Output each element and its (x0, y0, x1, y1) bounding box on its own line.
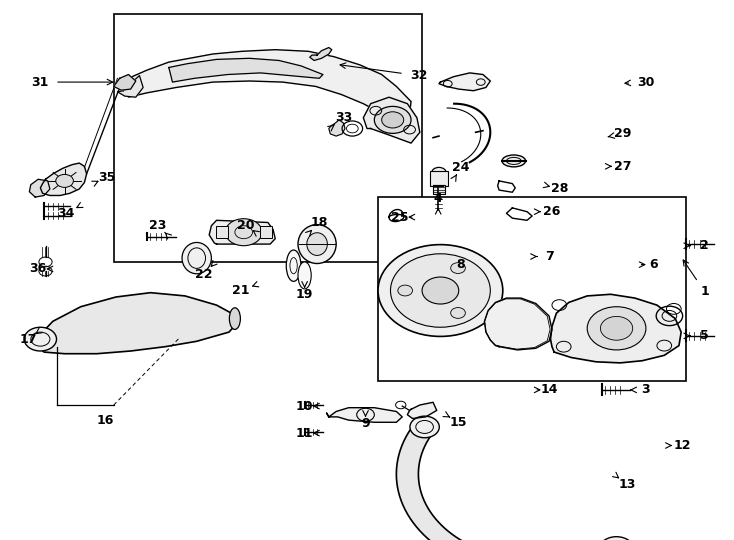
Polygon shape (128, 50, 411, 134)
Text: 27: 27 (614, 160, 631, 173)
Text: 34: 34 (57, 207, 75, 220)
Circle shape (56, 174, 73, 187)
Bar (216, 226, 228, 238)
Text: 14: 14 (540, 383, 558, 396)
Circle shape (451, 308, 465, 319)
Text: 15: 15 (450, 416, 468, 429)
Bar (378, 197, 686, 381)
Text: 12: 12 (674, 439, 691, 452)
Text: 5: 5 (700, 329, 709, 342)
Polygon shape (117, 76, 143, 97)
Text: 17: 17 (19, 333, 37, 346)
Text: 24: 24 (452, 161, 470, 174)
Circle shape (374, 106, 411, 133)
Bar (260, 226, 272, 238)
Ellipse shape (229, 308, 240, 329)
Text: 8: 8 (457, 258, 465, 271)
Text: 35: 35 (98, 171, 115, 184)
Text: 9: 9 (361, 417, 370, 430)
Ellipse shape (286, 250, 301, 281)
Ellipse shape (502, 155, 526, 167)
Circle shape (599, 537, 634, 540)
Polygon shape (310, 48, 332, 60)
Ellipse shape (182, 242, 211, 274)
Text: 11: 11 (296, 427, 313, 440)
Polygon shape (209, 220, 275, 244)
Bar (430, 171, 448, 186)
Polygon shape (40, 163, 87, 195)
Circle shape (600, 316, 633, 340)
Text: 6: 6 (649, 258, 658, 271)
Bar (433, 185, 445, 194)
Polygon shape (396, 428, 622, 540)
Circle shape (382, 112, 404, 128)
Text: 22: 22 (195, 268, 213, 281)
Ellipse shape (298, 225, 336, 264)
Polygon shape (169, 58, 323, 82)
Circle shape (410, 416, 439, 438)
Polygon shape (38, 293, 236, 354)
Text: 31: 31 (32, 76, 49, 89)
Circle shape (225, 219, 262, 246)
Polygon shape (439, 73, 490, 91)
Circle shape (24, 327, 57, 351)
Text: 16: 16 (96, 414, 114, 427)
Text: 3: 3 (642, 383, 650, 396)
Circle shape (422, 277, 459, 304)
Circle shape (398, 285, 413, 296)
Text: 32: 32 (410, 69, 427, 82)
Ellipse shape (307, 233, 327, 255)
Text: 23: 23 (149, 219, 167, 232)
Text: 21: 21 (232, 284, 250, 297)
Text: 13: 13 (619, 478, 636, 491)
Text: 26: 26 (543, 205, 561, 218)
Bar (114, 14, 422, 262)
Polygon shape (550, 294, 681, 363)
Polygon shape (29, 179, 50, 197)
Polygon shape (114, 75, 136, 90)
Text: 28: 28 (550, 183, 568, 195)
Circle shape (390, 254, 490, 327)
Circle shape (378, 245, 503, 336)
Circle shape (587, 307, 646, 350)
Text: 4: 4 (434, 192, 443, 205)
Polygon shape (363, 97, 420, 143)
Text: 1: 1 (700, 285, 709, 298)
Ellipse shape (298, 262, 311, 289)
Polygon shape (484, 298, 552, 350)
Polygon shape (327, 408, 402, 422)
Polygon shape (329, 120, 345, 136)
Text: 19: 19 (296, 288, 313, 301)
Text: 25: 25 (391, 211, 409, 224)
Text: 7: 7 (545, 250, 553, 263)
Text: 29: 29 (614, 127, 631, 140)
Polygon shape (407, 402, 437, 418)
Circle shape (451, 262, 465, 273)
Text: 2: 2 (700, 239, 709, 252)
Text: 20: 20 (237, 219, 255, 232)
Text: 33: 33 (335, 111, 352, 124)
Ellipse shape (432, 167, 446, 178)
Text: 10: 10 (296, 400, 313, 413)
Text: 36: 36 (29, 262, 47, 275)
Text: 30: 30 (637, 76, 655, 89)
Text: 18: 18 (310, 216, 328, 229)
